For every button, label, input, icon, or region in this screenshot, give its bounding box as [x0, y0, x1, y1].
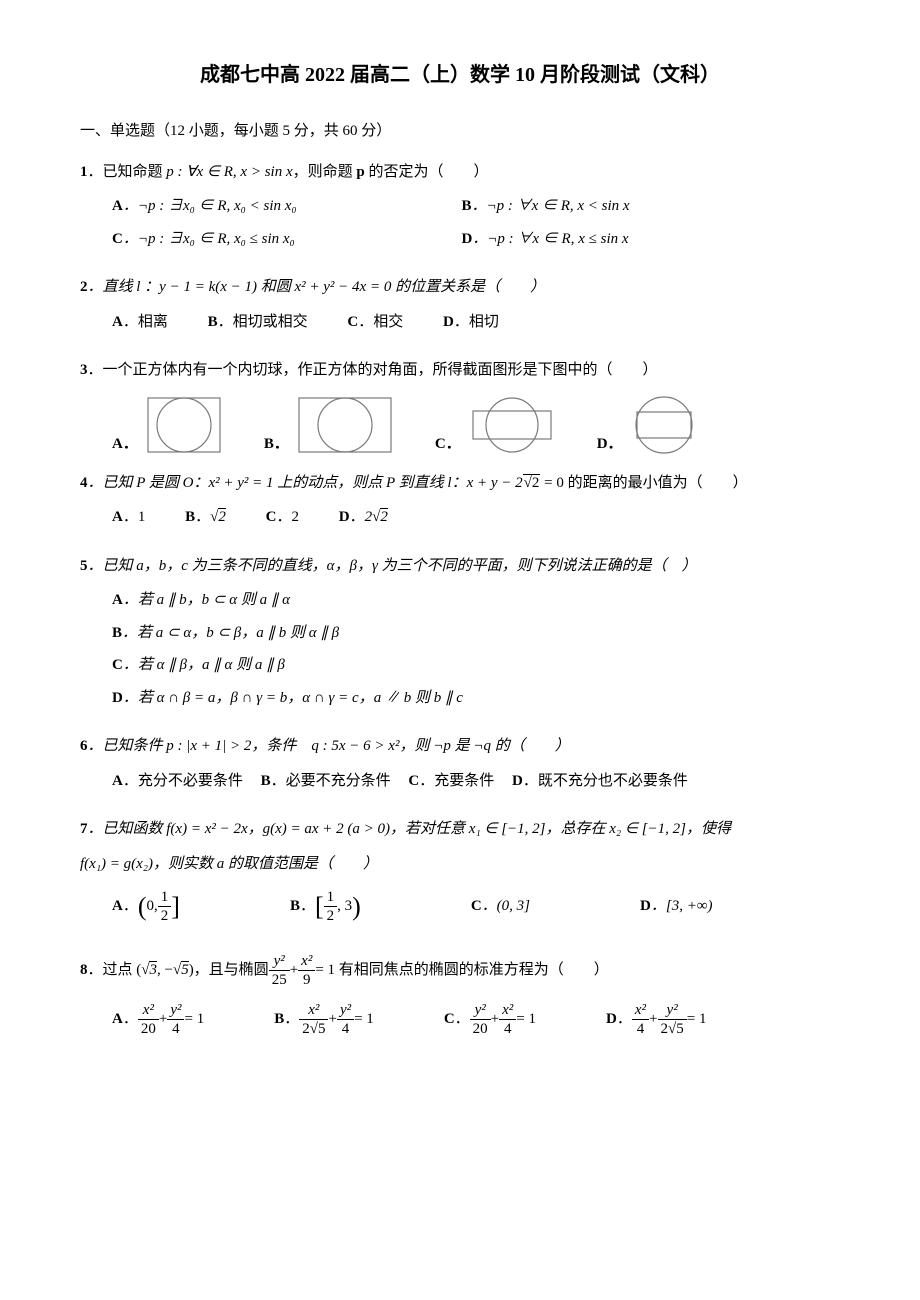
q1-optB: ．¬p : ∀x ∈ R, x < sin x: [471, 195, 629, 218]
q1-num: 1: [80, 164, 88, 180]
q6-optC: C．充要条件: [408, 770, 494, 793]
section-header: 一、单选题（12 小题，每小题 5 分，共 60 分）: [80, 120, 840, 143]
q1-text3: 的否定为（ ）: [365, 164, 489, 180]
q2-optA: A．相离: [112, 311, 168, 334]
q1-optD: ．¬p : ∀x ∈ R, x ≤ sin x: [472, 228, 628, 251]
q7-num: 7: [80, 821, 88, 837]
q8-t2: )，且与椭圆: [189, 959, 269, 982]
q3-optD: D．: [597, 394, 699, 456]
q5-optB: ．若 a ⊂ α，b ⊂ β，a ∥ b 则 α ∥ β: [122, 622, 339, 645]
q1-text2: ，则命题: [293, 164, 357, 180]
q4-optB: B．√2: [185, 506, 226, 529]
q1-optA: ．¬p : ∃x₀ ∈ R, x₀ < sin x₀: [123, 195, 297, 218]
q1-optD-label: D: [461, 228, 472, 251]
question-3: 3．一个正方体内有一个内切球，作正方体的对角面，所得截面图形是下图中的（ ） A…: [80, 359, 840, 456]
q1-optC: ．¬p : ∃x₀ ∈ R, x₀ ≤ sin x₀: [123, 228, 295, 251]
figure-d-icon: [629, 394, 699, 456]
q3-optC: C．: [435, 394, 557, 456]
q1-text: ．已知命题: [88, 164, 163, 180]
q3-num: 3: [80, 362, 88, 378]
q2-optD: D．相切: [443, 311, 499, 334]
q7-optD: D．[3, +∞): [640, 895, 713, 918]
q4-optA: A．1: [112, 506, 145, 529]
q6-optD: D．既不充分也不必要条件: [512, 770, 688, 793]
q7-optC: C．(0, 3]: [471, 895, 530, 918]
q2-text: ．直线 l ：y − 1 = k(x − 1) 和圆 x² + y² − 4x …: [88, 279, 546, 295]
q8-optD: D．x²4 + y²2√5 = 1: [606, 1001, 706, 1038]
q7-text2: f(x₁) = g(x₂)，则实数 a 的取值范围是（ ）: [80, 856, 378, 872]
question-2: 2．直线 l ：y − 1 = k(x − 1) 和圆 x² + y² − 4x…: [80, 276, 840, 343]
q1-expr: p : ∀x ∈ R, x > sin x: [166, 164, 292, 180]
figure-b-icon: [295, 394, 395, 456]
q3-optA: A．: [112, 394, 224, 456]
q1-bold: p: [356, 164, 364, 180]
page-title: 成都七中高 2022 届高二（上）数学 10 月阶段测试（文科）: [80, 60, 840, 90]
q1-optA-label: A: [112, 195, 123, 218]
figure-a-icon: [144, 394, 224, 456]
q4-optD: D．2√2: [339, 506, 388, 529]
q5-optD: ．若 α ∩ β = a，β ∩ γ = b，α ∩ γ = c，a ∥ b 则…: [123, 687, 463, 710]
q5-num: 5: [80, 558, 88, 574]
q4-num: 4: [80, 475, 88, 491]
q7-text1: ．已知函数 f(x) = x² − 2x，g(x) = ax + 2 (a > …: [88, 821, 732, 837]
q4-sqrt2: √2: [523, 474, 541, 491]
q5-text: ．已知 a，b，c 为三条不同的直线，α，β，γ 为三个不同的平面，则下列说法正…: [88, 558, 697, 574]
q3-text: ．一个正方体内有一个内切球，作正方体的对角面，所得截面图形是下图中的（ ）: [88, 362, 658, 378]
q6-text: ．已知条件 p : |x + 1| > 2，条件 q : 5x − 6 > x²…: [88, 738, 570, 754]
question-1: 1．已知命题 p : ∀x ∈ R, x > sin x，则命题 p 的否定为（…: [80, 161, 840, 261]
q8-t3: = 1 有相同焦点的椭圆的标准方程为（ ）: [315, 959, 608, 982]
q3-optB: B．: [264, 394, 395, 456]
q8-num: 8: [80, 959, 88, 982]
q1-optB-label: B: [461, 195, 471, 218]
q4-text1: ．已知 P 是圆 O：x² + y² = 1 上的动点，则点 P 到直线 l：x…: [88, 475, 523, 491]
q6-optB: B．必要不充分条件: [261, 770, 391, 793]
q2-optC: C．相交: [347, 311, 403, 334]
q6-optA: A．充分不必要条件: [112, 770, 243, 793]
q4-text2: = 0 的距离的最小值为（ ）: [540, 475, 747, 491]
q1-optC-label: C: [112, 228, 123, 251]
q8-optC: C．y²20 + x²4 = 1: [444, 1001, 536, 1038]
q5-optA: ．若 a ∥ b，b ⊂ α 则 a ∥ α: [123, 589, 290, 612]
q7-optB: B．[12, 3): [290, 887, 361, 926]
q2-optB: B．相切或相交: [208, 311, 308, 334]
q8-optA: A．x²20 + y²4 = 1: [112, 1001, 204, 1038]
q7-optA: A．((0, 0, 12]: [112, 887, 180, 926]
q6-num: 6: [80, 738, 88, 754]
question-8: 8．过点 (√3, −√5)，且与椭圆 y²25 + x²9 = 1 有相同焦点…: [80, 952, 840, 1048]
question-4: 4．已知 P 是圆 O：x² + y² = 1 上的动点，则点 P 到直线 l：…: [80, 472, 840, 539]
question-6: 6．已知条件 p : |x + 1| > 2，条件 q : 5x − 6 > x…: [80, 735, 840, 802]
question-7: 7．已知函数 f(x) = x² − 2x，g(x) = ax + 2 (a >…: [80, 818, 840, 936]
figure-c-icon: [467, 394, 557, 456]
q5-optC: ．若 α ∥ β，a ∥ α 则 a ∥ β: [123, 654, 285, 677]
question-5: 5．已知 a，b，c 为三条不同的直线，α，β，γ 为三个不同的平面，则下列说法…: [80, 555, 840, 720]
q2-num: 2: [80, 279, 88, 295]
q8-t1: ．过点 (: [88, 959, 142, 982]
q4-optC: C．2: [266, 506, 299, 529]
q8-optB: B．x²2√5 + y²4 = 1: [274, 1001, 374, 1038]
